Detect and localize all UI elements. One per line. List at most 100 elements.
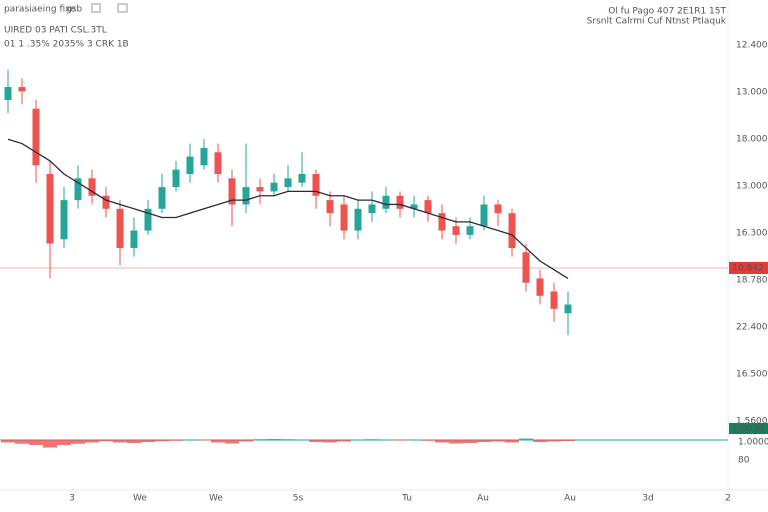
candle-body — [102, 195, 110, 209]
indicator-bar — [519, 438, 533, 440]
indicator-bar — [1, 440, 15, 443]
indicator-bar — [267, 439, 281, 440]
indicator-bar — [491, 440, 505, 442]
indicator-tag: 1.0030 — [732, 424, 764, 434]
symbol-line: UIRED 03 PATI CSL.3TL — [4, 26, 107, 36]
time-label: Au — [477, 494, 489, 504]
price-label: 1.5600 — [736, 417, 768, 427]
time-label: 3 — [69, 494, 75, 504]
indicator-bar — [85, 440, 99, 443]
moving-average — [7, 138, 569, 279]
candle-body — [550, 291, 558, 309]
candle-body — [144, 208, 152, 231]
time-label: 2 — [725, 494, 731, 504]
indicator-bar — [379, 439, 393, 440]
time-label: 5s — [293, 494, 304, 504]
candle-body — [298, 174, 306, 183]
candle-body — [326, 200, 334, 214]
candle-body — [494, 204, 502, 214]
price-label: 12.4000 — [736, 41, 768, 51]
candle-body — [256, 187, 264, 192]
time-label: We — [209, 494, 223, 504]
price-tag: 10.842 — [732, 263, 764, 273]
candle-body — [200, 147, 208, 166]
toolbar-tag[interactable]: gsb — [66, 5, 82, 15]
indicator-bar — [113, 440, 127, 443]
price-label: 16.300 — [736, 229, 768, 239]
indicator-bar — [295, 439, 309, 440]
candle-body — [522, 252, 530, 283]
candle-body — [312, 174, 320, 196]
indicator-tag-box — [729, 423, 768, 434]
price-label: 16.500 — [736, 370, 768, 380]
candle-body — [46, 174, 54, 244]
candle-body — [60, 200, 68, 240]
indicator-bar — [365, 439, 379, 440]
indicator-bar — [547, 440, 561, 442]
candle-body — [270, 182, 278, 192]
candle-body — [18, 87, 26, 92]
indicator-bar — [463, 440, 477, 443]
price-tag-box — [729, 261, 768, 274]
indicator-bar — [29, 440, 43, 445]
ohlc-line: 01 1 .35% 2035% 3 CRK 1B — [4, 40, 129, 50]
indicator-bar — [57, 440, 71, 445]
price-label: 13.000 — [736, 88, 768, 98]
time-label: We — [133, 494, 147, 504]
indicator-bar — [281, 439, 295, 440]
candle-body — [32, 108, 40, 166]
indicator-bar — [477, 440, 491, 442]
indicator-bar — [71, 440, 85, 444]
top-right-text: Ol fu Pago 407 2E1R1 15T — [608, 7, 726, 17]
candle-body — [172, 169, 180, 188]
candle-body — [564, 304, 572, 314]
indicator-bar — [211, 440, 225, 443]
indicator-label: 1.0000 — [738, 438, 768, 448]
candle-body — [242, 187, 250, 205]
indicator-bar — [393, 440, 407, 441]
indicator-bar — [323, 440, 337, 443]
candle-body — [74, 178, 82, 201]
indicator-bar — [337, 440, 351, 442]
candle-body — [382, 195, 390, 209]
indicator-bar — [309, 440, 323, 442]
toolbar-text: parasiaeing fixe — [4, 5, 76, 15]
indicator-bar — [533, 440, 547, 442]
candle-body — [284, 178, 292, 188]
candle-body — [228, 178, 236, 205]
indicator-bar — [141, 440, 155, 442]
candle-body — [452, 226, 460, 235]
candle-body — [158, 187, 166, 209]
candle-body — [186, 156, 194, 174]
toolbar-icon[interactable] — [91, 3, 101, 13]
top-right-sub: Srsnlt Calrmi Cuf Ntnst Ptlaquk — [587, 17, 727, 27]
indicator-bar — [169, 440, 183, 441]
indicator-bar — [225, 440, 239, 444]
indicator-bar — [239, 440, 253, 442]
price-label: 13.000 — [736, 182, 768, 192]
candle-body — [368, 204, 376, 214]
indicator-bar — [407, 439, 421, 441]
candle-body — [424, 200, 432, 214]
candle-body — [536, 278, 544, 296]
indicator-bar — [99, 440, 113, 442]
candle-body — [116, 208, 124, 248]
indicator-bar — [183, 439, 197, 440]
indicator-bar — [435, 440, 449, 443]
price-label: 18.780 — [736, 276, 768, 286]
indicator-bar — [15, 440, 29, 444]
indicator-bar — [505, 440, 519, 443]
candle-body — [480, 204, 488, 227]
candle-body — [130, 230, 138, 248]
toolbar-icon[interactable] — [117, 3, 128, 13]
indicator-bar — [253, 439, 267, 440]
time-label: 3d — [642, 494, 653, 504]
candle-body — [354, 208, 362, 231]
indicator-bar — [449, 440, 463, 444]
indicator-bar — [43, 440, 57, 448]
candle-body — [508, 213, 516, 248]
candle-body — [410, 204, 418, 209]
